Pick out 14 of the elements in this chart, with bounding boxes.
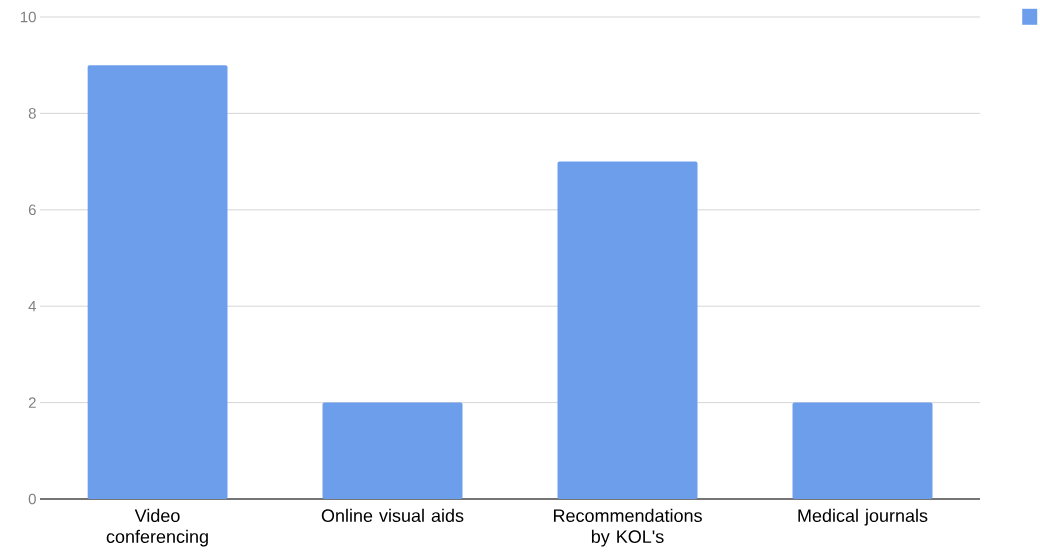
y-tick-label: 2 xyxy=(28,397,36,408)
x-tick-label: Medical journals xyxy=(798,508,928,526)
y-tick-label: 8 xyxy=(28,108,36,119)
x-tick-label: Online visual aids xyxy=(321,508,464,523)
bar xyxy=(322,402,463,499)
y-tick-label: 0 xyxy=(28,493,36,505)
x-tick-label: Recommendations by KOL's xyxy=(553,508,702,547)
bar xyxy=(87,65,228,499)
y-tick-label: 4 xyxy=(28,301,37,312)
bar xyxy=(792,402,933,499)
bar xyxy=(557,161,698,499)
y-tick-label: 6 xyxy=(28,204,36,216)
y-tick-label: 10 xyxy=(20,11,36,23)
x-tick-label: Video conferencing xyxy=(106,508,208,547)
